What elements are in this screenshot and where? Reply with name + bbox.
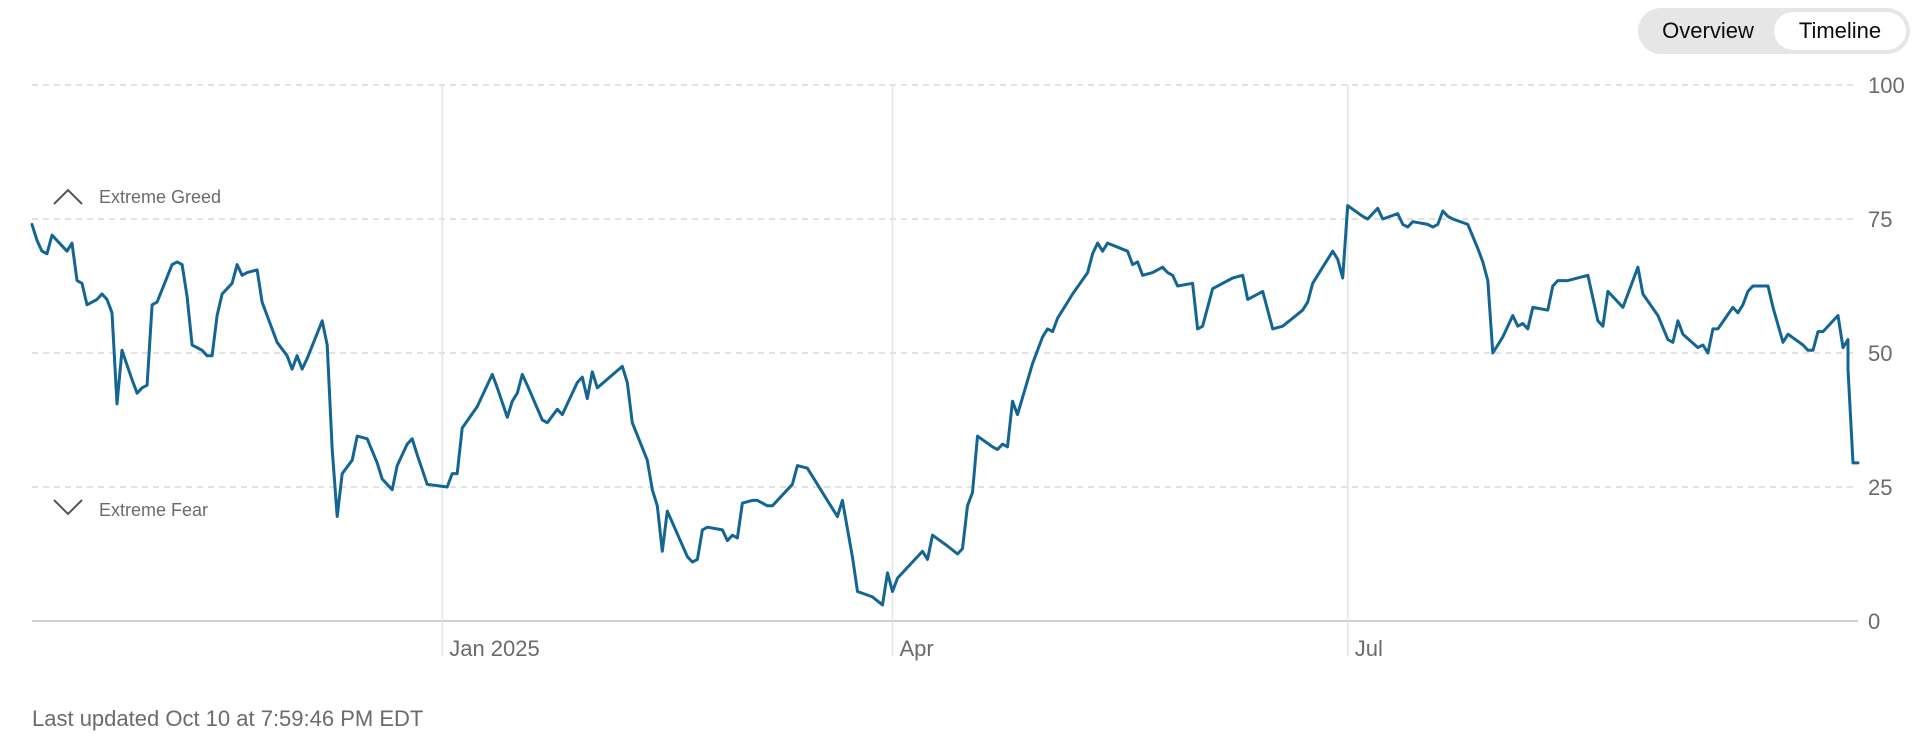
y-tick-label-50: 50: [1868, 341, 1892, 366]
overview-tab[interactable]: Overview: [1662, 18, 1754, 43]
x-tick-label-2: Jul: [1355, 636, 1383, 661]
last-updated-text: Last updated Oct 10 at 7:59:46 PM EDT: [32, 706, 424, 731]
zone-label-0: Extreme Greed: [99, 187, 221, 207]
zone-label-1: Extreme Fear: [99, 500, 208, 520]
y-tick-label-75: 75: [1868, 207, 1892, 232]
x-tick-label-0: Jan 2025: [449, 636, 540, 661]
chevron-up-icon: [53, 188, 83, 205]
series-line: [30, 204, 1860, 607]
timeline-tab[interactable]: Timeline: [1774, 12, 1906, 50]
y-tick-label-0: 0: [1868, 609, 1880, 634]
y-tick-label-25: 25: [1868, 475, 1892, 500]
view-toggle: Overview Timeline: [1638, 8, 1910, 54]
chevron-down-icon: [53, 499, 83, 516]
x-tick-label-1: Apr: [899, 636, 933, 661]
y-tick-label-100: 100: [1868, 73, 1905, 98]
